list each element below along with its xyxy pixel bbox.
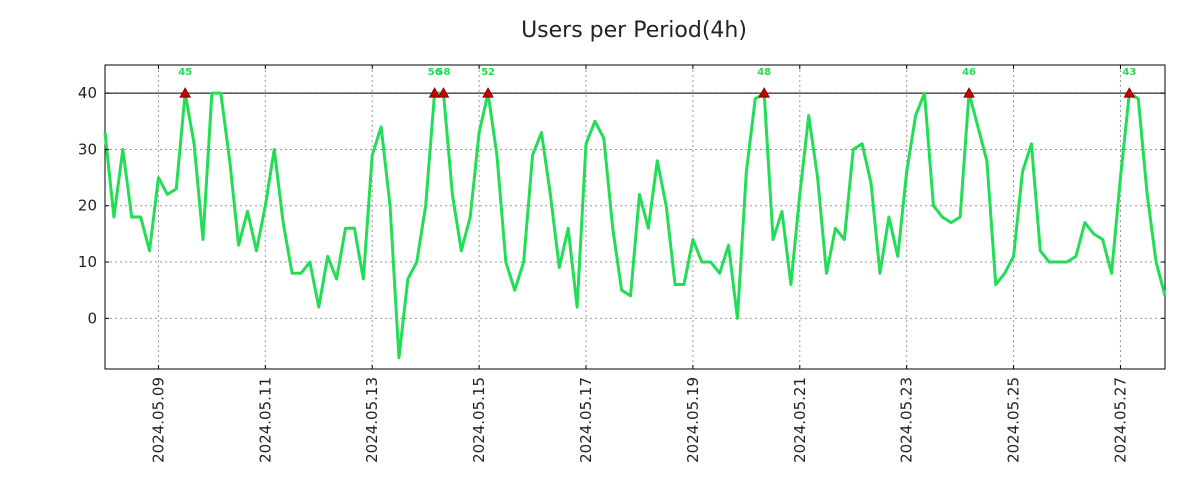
peak-marker-3 [482, 87, 494, 98]
peak-markers [179, 87, 1136, 98]
peak-marker-5 [963, 87, 975, 98]
series-line-users [103, 91, 1167, 360]
y-tick-label-2: 20 [78, 197, 97, 215]
x-axis: 2024.05.09 2024.05.11 2024.05.13 2024.05.15… [149, 65, 1129, 463]
y-tick-label-3: 30 [78, 140, 97, 158]
peak-label-5: 46 [962, 67, 976, 78]
y-tick-label-0: 0 [87, 309, 97, 327]
peak-label-2: 58 [437, 67, 451, 78]
peak-label-6: 43 [1122, 67, 1136, 78]
peak-marker-0 [179, 87, 192, 98]
x-tick-label-7: 2024.05.23 [898, 377, 916, 463]
x-tick-label-8: 2024.05.25 [1005, 377, 1023, 463]
x-tick-label-1: 2024.05.11 [256, 377, 274, 463]
peak-label-3: 52 [481, 67, 495, 78]
y-axis: 0 10 20 30 40 [78, 84, 1165, 327]
peak-marker-2 [437, 87, 450, 98]
peak-marker-6 [1123, 87, 1136, 98]
x-tick-label-2: 2024.05.13 [363, 377, 381, 463]
series-group [103, 91, 1167, 360]
x-tick-label-5: 2024.05.19 [684, 377, 702, 463]
x-tick-label-3: 2024.05.15 [470, 377, 488, 463]
chart-title: Users per Period(4h) [521, 18, 747, 43]
y-tick-label-4: 40 [78, 84, 97, 102]
x-tick-label-6: 2024.05.21 [791, 377, 809, 463]
x-tick-label-4: 2024.05.17 [577, 377, 595, 463]
peak-marker-4 [758, 87, 771, 98]
peak-marker-1 [428, 87, 441, 98]
x-tick-label-9: 2024.05.27 [1111, 377, 1129, 463]
peak-label-4: 48 [757, 67, 771, 78]
peak-label-0: 45 [178, 67, 192, 78]
peak-label-1: 56 [428, 67, 442, 78]
x-tick-label-0: 2024.05.09 [149, 377, 167, 463]
y-tick-label-1: 10 [78, 253, 97, 271]
